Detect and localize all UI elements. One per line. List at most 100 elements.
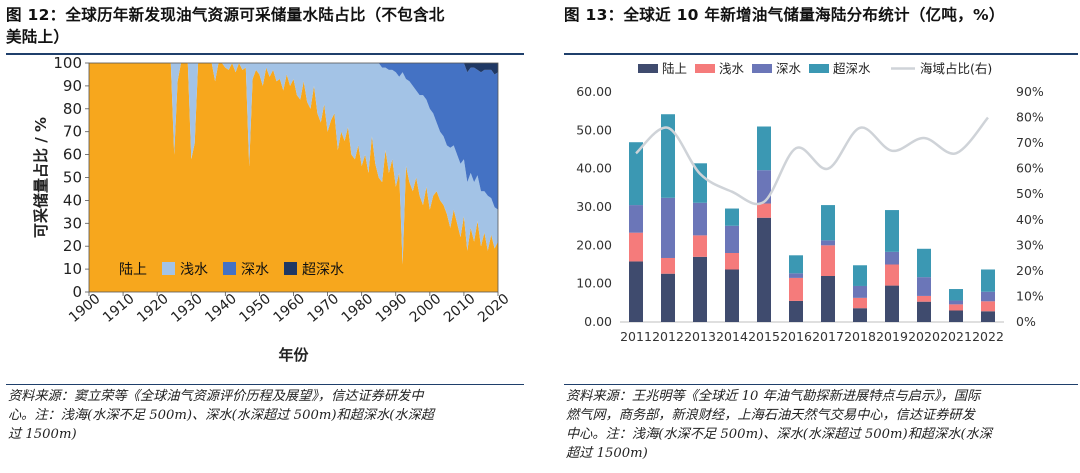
left-title-rule <box>6 53 524 55</box>
bar-segment <box>853 297 867 309</box>
bar-segment <box>917 301 931 322</box>
bar-segment <box>981 311 995 322</box>
y-tick-label: 70 <box>63 123 82 141</box>
bar-segment <box>853 308 867 322</box>
bar-segment <box>949 304 963 311</box>
bar-segment <box>629 205 643 233</box>
legend-swatch <box>223 262 236 275</box>
bar-segment <box>885 285 899 322</box>
y-tick-label: 40.00 <box>576 161 612 176</box>
y-tick-label: 20.00 <box>576 237 612 252</box>
bar-segment <box>885 210 899 252</box>
legend-label: 浅水 <box>180 262 208 278</box>
area-shallow <box>89 63 498 265</box>
bar-segment <box>949 289 963 301</box>
y-tick-label: 10.00 <box>576 276 612 291</box>
bar-segment <box>981 291 995 302</box>
area-deep <box>89 63 498 210</box>
bar-segment <box>821 245 835 276</box>
x-tick-label: 2020 <box>475 291 513 326</box>
bar-segment <box>661 197 675 258</box>
x-tick-label: 2018 <box>844 329 876 344</box>
legend-swatch <box>638 64 658 73</box>
x-tick-label: 2017 <box>812 329 844 344</box>
right-figure-panel: 图 13：全球近 10 年新增油气储量海陆分布统计（亿吨，%） 0.00 10.0… <box>554 0 1080 473</box>
bar-segment <box>725 269 739 322</box>
right-source-rule <box>564 384 1078 385</box>
bar-segment <box>917 295 931 302</box>
y2-tick-label: 10% <box>1016 288 1044 303</box>
legend-label: 海域占比(右) <box>920 61 992 76</box>
bar-segment <box>757 126 771 171</box>
bar-segment <box>981 269 995 292</box>
x-tick-label: 2020 <box>908 329 940 344</box>
y-tick-label: 60.00 <box>576 84 612 99</box>
x-tick-label: 2010 <box>441 291 479 326</box>
y2-tick-label: 50% <box>1016 186 1044 201</box>
left-title-line2: 美陆上） <box>6 28 70 46</box>
right-source-note: 资料来源：王兆明等《全球近 10 年油气勘探新进展特点与启示》，国际 燃气网，商… <box>566 387 1078 463</box>
legend-swatch <box>809 64 829 73</box>
x-tick-label: 1950 <box>236 291 274 326</box>
bar-segment <box>629 232 643 262</box>
bar-segment <box>885 264 899 286</box>
area-onshore <box>89 63 498 292</box>
right-source-line2: 燃气网，商务部，新浪财经，上海石油天然气交易中心，信达证券研发 <box>566 408 975 423</box>
right-source-line3: 中心。注：浅海(水深不足 500m)、深水(水深超过 500m)和超深水(水深 <box>566 427 992 442</box>
left-figure-title: 图 12：全球历年新发现油气资源可采储量水陆占比（不包含北 美陆上） <box>6 4 526 48</box>
bar-segment <box>629 142 643 206</box>
y2-tick-label: 70% <box>1016 135 1044 150</box>
x-tick-label: 1930 <box>168 291 206 326</box>
x-tick-label: 2011 <box>620 329 652 344</box>
legend-swatch <box>752 64 772 73</box>
x-tick-label: 2014 <box>716 329 748 344</box>
y2-tick-label: 40% <box>1016 212 1044 227</box>
x-tick-label: 1990 <box>373 291 411 326</box>
legend-label: 深水 <box>241 262 269 278</box>
bar-segment <box>821 276 835 322</box>
bar-segment <box>949 300 963 305</box>
left-source-line1: 资料来源：窦立荣等《全球油气资源评价历程及展望》，信达证券研发中 <box>8 389 424 404</box>
x-tick-label: 1910 <box>100 291 138 326</box>
legend-label: 浅水 <box>719 61 745 76</box>
bar-segment <box>821 205 835 241</box>
legend-label: 超深水 <box>302 262 344 278</box>
y-tick-label: 80 <box>63 100 82 118</box>
x-tick-label: 2016 <box>780 329 812 344</box>
bar-segment <box>757 203 771 218</box>
x-axis-title: 年份 <box>278 346 309 364</box>
y-tick-label: 0.00 <box>584 314 612 329</box>
bar-segment <box>757 217 771 322</box>
bar-segment <box>853 265 867 286</box>
y-tick-label: 10 <box>63 260 82 278</box>
right-source-line1: 资料来源：王兆明等《全球近 10 年油气勘探新进展特点与启示》，国际 <box>566 389 981 404</box>
left-area-series-group <box>89 63 498 292</box>
left-area-chart: 0102030405060708090100190019101920193019… <box>32 54 513 364</box>
line-sea-share <box>635 116 989 206</box>
left-legend: 陆上 浅水 深水 超深水 <box>101 262 344 278</box>
x-tick-label: 2000 <box>407 291 445 326</box>
bar-segment <box>821 240 835 246</box>
x-tick-label: 1940 <box>202 291 240 326</box>
bar-segment <box>693 235 707 257</box>
legend-swatch <box>162 262 175 275</box>
left-source-line3: 过 1500m) <box>8 427 77 442</box>
bar-segment <box>917 277 931 296</box>
right-title-rule <box>564 53 1078 55</box>
bar-segment <box>693 202 707 236</box>
right-legend: 陆上 浅水 深水 超深水 海域占比(右) <box>638 61 992 76</box>
y-tick-label: 90 <box>63 77 82 95</box>
y-tick-label: 50.00 <box>576 122 612 137</box>
bar-segment <box>789 255 803 274</box>
y2-tick-label: 0% <box>1016 314 1036 329</box>
bar-segment <box>725 225 739 253</box>
bar-segment <box>661 114 675 198</box>
right-bar-series-group <box>629 114 995 322</box>
bar-segment <box>789 277 803 301</box>
legend-swatch <box>695 64 715 73</box>
left-figure-panel: 图 12：全球历年新发现油气资源可采储量水陆占比（不包含北 美陆上） 0 10 20… <box>0 0 530 473</box>
y-tick-label: 30 <box>63 214 82 232</box>
bar-segment <box>661 257 675 274</box>
bar-segment <box>661 273 675 322</box>
y2-tick-label: 90% <box>1016 84 1044 99</box>
